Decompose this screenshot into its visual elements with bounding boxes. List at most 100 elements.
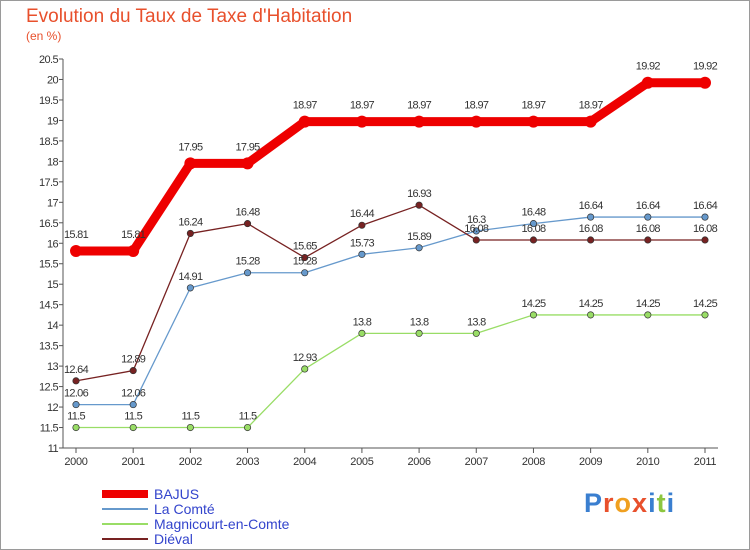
x-tick-label: 2001: [122, 456, 145, 468]
data-label: 15.89: [407, 231, 432, 243]
data-label: 12.64: [64, 364, 89, 376]
data-label: 14.25: [521, 298, 546, 310]
logo-letter: t: [656, 488, 667, 518]
data-label: 16.08: [579, 223, 604, 235]
legend-swatch: [102, 523, 148, 525]
data-point: [129, 423, 137, 432]
series-line: [75, 314, 706, 429]
y-tick-label: 12.5: [39, 382, 58, 394]
data-label: 17.95: [178, 141, 203, 153]
data-point: [358, 329, 366, 337]
data-point: [70, 245, 82, 258]
data-point: [358, 250, 366, 258]
y-tick-label: 13: [47, 361, 59, 373]
data-label: 16.48: [236, 207, 261, 219]
data-point: [243, 220, 252, 228]
data-label: 16.08: [693, 223, 718, 235]
y-tick-label: 15: [47, 279, 59, 291]
legend-swatch: [102, 490, 148, 498]
data-point: [529, 236, 538, 244]
data-point: [301, 254, 309, 262]
logo-letter: i: [666, 488, 676, 518]
series-line: [75, 216, 706, 406]
logo-letter: P: [584, 488, 604, 518]
data-label: 18.97: [521, 100, 546, 112]
x-tick-label: 2009: [579, 456, 602, 468]
data-point: [699, 76, 711, 89]
legend-item: Magnicourt-en-Comte: [102, 516, 289, 532]
data-label: 16.64: [636, 200, 661, 212]
data-point: [127, 245, 140, 258]
data-point: [298, 115, 311, 128]
data-label: 14.25: [636, 298, 661, 310]
y-tick-label: 16: [47, 238, 59, 250]
x-tick-label: 2002: [179, 456, 202, 468]
data-point: [72, 401, 80, 409]
data-point: [527, 115, 540, 128]
data-point: [186, 284, 194, 292]
data-label: 11.5: [124, 411, 142, 423]
data-label: 16.3: [467, 214, 486, 226]
legend-item: La Comté: [102, 501, 215, 517]
data-point: [241, 157, 254, 170]
data-label: 16.64: [693, 200, 718, 212]
data-point: [129, 401, 137, 409]
data-point: [701, 236, 709, 244]
data-point: [243, 423, 252, 432]
data-label: 13.8: [353, 316, 372, 328]
data-label: 18.97: [293, 100, 318, 112]
data-label: 18.97: [350, 100, 375, 112]
x-tick-label: 2007: [465, 456, 488, 468]
legend-swatch: [102, 508, 148, 510]
legend-label: Magnicourt-en-Comte: [154, 516, 290, 532]
y-tick-label: 15.5: [39, 259, 58, 271]
data-label: 11.5: [181, 411, 199, 423]
chart-subtitle: (en %): [26, 29, 62, 43]
data-label: 16.08: [521, 223, 546, 235]
data-point: [470, 115, 483, 128]
data-label: 18.97: [464, 100, 489, 112]
chart-title: Evolution du Taux de Taxe d'Habitation: [26, 6, 353, 27]
y-tick-label: 16.5: [39, 218, 58, 230]
data-point: [472, 227, 480, 235]
data-point: [644, 236, 652, 244]
data-label: 16.08: [636, 223, 661, 235]
data-label: 16.48: [521, 207, 546, 219]
data-point: [644, 311, 652, 319]
x-tick-label: 2008: [522, 456, 545, 468]
data-point: [413, 115, 426, 128]
data-label: 16.44: [350, 208, 375, 220]
data-point: [415, 201, 423, 209]
data-label: 15.73: [350, 237, 375, 249]
data-label: 13.8: [467, 316, 486, 328]
data-label: 11.5: [239, 411, 257, 423]
data-label: 18.97: [579, 100, 604, 112]
data-point: [587, 236, 595, 244]
logo-letter: o: [614, 488, 633, 518]
data-point: [529, 311, 538, 319]
data-label: 11.5: [67, 411, 85, 423]
logo-letter: i: [648, 488, 657, 518]
legend-label: Diéval: [154, 531, 193, 547]
data-point: [644, 213, 652, 221]
x-tick-label: 2000: [64, 456, 87, 468]
data-point: [301, 365, 309, 373]
y-tick-label: 18.5: [39, 136, 58, 148]
x-tick-label: 2006: [407, 456, 430, 468]
data-point: [415, 329, 423, 337]
data-point: [184, 157, 197, 170]
x-tick-label: 2011: [694, 456, 717, 468]
data-label: 19.92: [636, 61, 661, 73]
data-point: [472, 329, 480, 337]
data-point: [186, 423, 194, 432]
logo-letter: r: [603, 488, 615, 518]
data-label: 19.92: [693, 61, 718, 73]
data-point: [472, 236, 480, 244]
data-label: 17.95: [236, 141, 261, 153]
data-point: [587, 311, 595, 319]
x-tick-label: 2005: [350, 456, 373, 468]
data-label: 15.28: [236, 256, 261, 268]
data-label: 15.65: [293, 241, 318, 253]
